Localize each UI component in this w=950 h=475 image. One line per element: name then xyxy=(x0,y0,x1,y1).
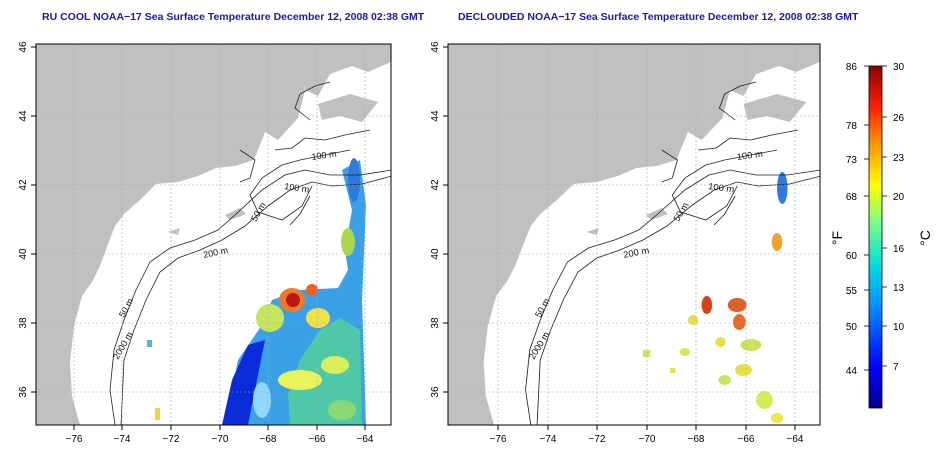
contour-label: 100 m xyxy=(708,181,736,194)
sst-pixels-left xyxy=(147,158,366,425)
sst-pixels-right xyxy=(642,172,788,423)
y-tick-label: 40 xyxy=(430,248,441,260)
f-tick-label: 60 xyxy=(846,251,858,262)
f-tick-label: 78 xyxy=(846,121,858,132)
c-tick-label: 26 xyxy=(893,113,905,124)
x-tick-label: −70 xyxy=(639,434,656,445)
gridlines-left xyxy=(36,44,391,425)
x-tick-label: −74 xyxy=(114,434,131,445)
contour-label: 100 m xyxy=(736,149,764,162)
x-tick-label: −68 xyxy=(688,434,705,445)
y-tick-label: 42 xyxy=(18,179,29,191)
left-panel-title: RU COOL NOAA−17 Sea Surface Temperature … xyxy=(42,11,425,23)
c-tick-label: 30 xyxy=(893,62,905,73)
x-tick-label: −74 xyxy=(540,434,557,445)
c-tick-label: 16 xyxy=(893,244,905,255)
x-tick-label: −64 xyxy=(787,434,804,445)
x-tick-label: −66 xyxy=(738,434,755,445)
x-axis-right: −76 −74 −72 −70 −68 −66 −64 xyxy=(490,425,804,445)
c-tick-label: 13 xyxy=(893,283,905,294)
y-axis-left: 46 44 42 40 38 36 xyxy=(18,41,36,398)
x-tick-label: −68 xyxy=(260,434,277,445)
gridlines-right xyxy=(448,44,820,425)
x-axis-left: −76 −74 −72 −70 −68 −66 −64 xyxy=(66,425,374,445)
bathymetry-contours-left xyxy=(109,81,391,425)
c-tick-label: 7 xyxy=(893,362,899,373)
y-tick-label: 44 xyxy=(430,110,441,122)
bathymetry-contours-right xyxy=(525,81,820,425)
right-panel-title: DECLOUDED NOAA−17 Sea Surface Temperatur… xyxy=(458,11,859,23)
fahrenheit-ticks: 86 78 73 68 60 55 50 44 xyxy=(846,62,858,377)
f-tick-label: 55 xyxy=(846,286,858,297)
f-tick-label: 73 xyxy=(846,155,858,166)
right-map-panel: 100 m 100 m 50 m 200 m 50 m 2000 m xyxy=(430,41,821,445)
y-axis-right: 46 44 42 40 38 36 xyxy=(430,41,448,398)
x-tick-label: −72 xyxy=(163,434,180,445)
f-tick-label: 68 xyxy=(846,192,858,203)
y-tick-label: 46 xyxy=(18,41,29,53)
y-tick-label: 44 xyxy=(18,110,29,122)
x-tick-label: −70 xyxy=(212,434,229,445)
celsius-ticks: 30 26 23 20 16 13 10 7 xyxy=(893,62,905,373)
x-tick-label: −76 xyxy=(66,434,83,445)
f-tick-label: 86 xyxy=(846,62,858,73)
y-tick-label: 38 xyxy=(430,317,441,329)
x-tick-label: −72 xyxy=(589,434,606,445)
c-tick-label: 10 xyxy=(893,322,905,333)
c-tick-label: 20 xyxy=(893,192,905,203)
x-tick-label: −76 xyxy=(490,434,507,445)
x-tick-label: −66 xyxy=(309,434,326,445)
celsius-axis-label: °C xyxy=(917,230,933,246)
contour-label: 100 m xyxy=(284,181,310,194)
contour-label: 100 m xyxy=(311,149,337,162)
colorbar-tick-marks xyxy=(864,65,887,371)
colorbar-gradient xyxy=(868,65,883,409)
y-tick-label: 42 xyxy=(430,179,441,191)
y-tick-label: 46 xyxy=(430,41,441,53)
y-tick-label: 36 xyxy=(430,386,441,398)
y-tick-label: 38 xyxy=(18,317,29,329)
y-tick-label: 40 xyxy=(18,248,29,260)
f-tick-label: 50 xyxy=(846,322,858,333)
f-tick-label: 44 xyxy=(846,366,858,377)
left-map-panel: 100 m 100 m 50 m 200 m 50 m 2000 m xyxy=(18,41,392,445)
colorbar: 86 78 73 68 60 55 50 44 30 26 23 20 16 1… xyxy=(829,62,933,409)
y-tick-label: 36 xyxy=(18,386,29,398)
c-tick-label: 23 xyxy=(893,153,905,164)
x-tick-label: −64 xyxy=(357,434,374,445)
fahrenheit-axis-label: °F xyxy=(829,231,845,245)
